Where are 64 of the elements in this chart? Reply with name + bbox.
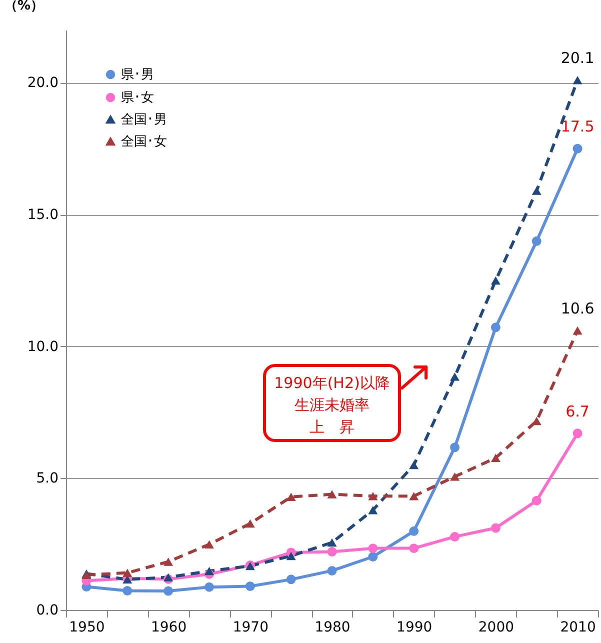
point: [245, 519, 255, 528]
data-label: 20.1: [560, 49, 594, 68]
point: [204, 540, 214, 548]
x-tick-label: 2000: [478, 620, 514, 636]
x-tick-label: 1990: [396, 620, 432, 636]
point: [286, 574, 296, 584]
y-tick-label: 0.0: [36, 602, 58, 618]
point: [327, 566, 337, 576]
point: [245, 582, 255, 592]
point: [450, 532, 460, 542]
point: [327, 490, 337, 498]
annotation: 1990年(H2)以降: [273, 373, 391, 394]
point: [164, 586, 174, 596]
point: [368, 552, 378, 562]
point: [572, 144, 582, 154]
x-tick-label: 1950: [69, 620, 105, 636]
point: [286, 492, 296, 502]
y-tick-label: 20.0: [27, 75, 58, 92]
point: [572, 428, 582, 438]
point: [409, 544, 419, 554]
data-label: 17.5: [560, 118, 594, 136]
point: [450, 472, 460, 481]
legend-label: 県･女: [121, 90, 154, 106]
point: [204, 582, 214, 592]
point: [368, 544, 378, 554]
point: [450, 442, 460, 452]
y-axis-title: （%）: [4, 0, 44, 14]
y-tick-label: 10.0: [27, 338, 58, 355]
annotation: 生涯未婚率: [294, 395, 370, 416]
point: [204, 566, 214, 576]
legend-label: 全国･男: [121, 112, 167, 128]
y-tick-label: 5.0: [36, 470, 58, 487]
point: [532, 236, 542, 246]
point: [368, 492, 378, 500]
x-tick-label: 1970: [232, 620, 268, 636]
point: [409, 492, 419, 500]
point: [327, 538, 337, 547]
y-tick-label: 15.0: [27, 207, 58, 224]
point: [572, 326, 582, 335]
point: [490, 454, 500, 462]
x-tick-label: 1960: [150, 620, 187, 636]
x-tick-label: 2010: [560, 620, 596, 636]
legend-label: 県･男: [121, 68, 154, 82]
data-label: 6.7: [566, 402, 590, 420]
point: [368, 506, 378, 514]
point: [164, 573, 174, 582]
point: [490, 322, 500, 332]
point: [122, 568, 132, 577]
legend-label: 全国･女: [121, 134, 167, 150]
point: [572, 76, 582, 84]
point: [327, 547, 337, 556]
point: [122, 586, 132, 596]
point: [164, 558, 174, 566]
x-tick-label: 1980: [314, 620, 350, 636]
point: [409, 460, 419, 470]
annotation: 上 昇: [308, 417, 356, 438]
point: [532, 496, 542, 506]
point: [490, 523, 500, 533]
point: [409, 526, 419, 536]
point: [490, 276, 500, 285]
point: [532, 186, 542, 195]
data-label: 10.6: [560, 300, 594, 318]
point: [286, 552, 296, 560]
point: [450, 372, 460, 381]
